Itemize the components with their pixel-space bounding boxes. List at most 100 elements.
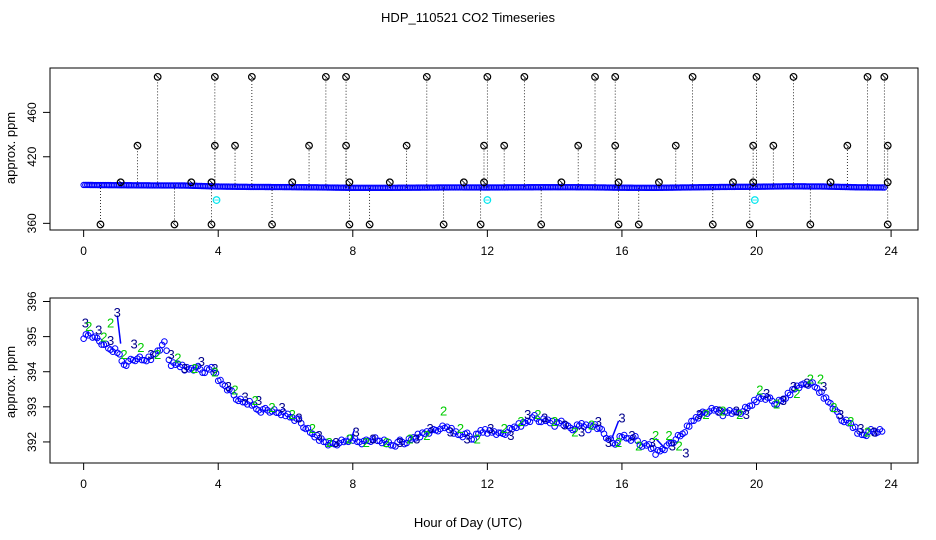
series-2-marker: 2 <box>847 414 854 429</box>
y-tick-label: 360 <box>25 213 39 233</box>
outlier-cross <box>484 74 490 80</box>
series-2-marker: 2 <box>457 421 464 436</box>
outlier-cross <box>885 179 891 185</box>
series-circle-point <box>676 432 684 440</box>
outlier-point <box>321 72 330 81</box>
x-tick-label: 16 <box>615 477 629 491</box>
series-circle-point <box>780 395 787 403</box>
outlier-cross <box>97 221 104 228</box>
series-3-marker: 3 <box>353 424 360 439</box>
series-3-marker: 3 <box>696 407 703 422</box>
series-3-marker: 3 <box>114 305 121 320</box>
outlier-cross <box>615 179 622 185</box>
outlier-cross <box>844 143 850 149</box>
series-2-marker: 2 <box>174 351 181 366</box>
series-3-marker: 3 <box>295 410 302 425</box>
series-circle-point <box>827 400 834 407</box>
series-3-marker: 3 <box>487 421 494 436</box>
series-2-marker: 2 <box>154 347 161 362</box>
outlier-point <box>729 178 737 187</box>
series-circle-point <box>208 363 215 371</box>
series-circle-point <box>174 360 182 367</box>
series-2-marker: 2 <box>501 421 508 436</box>
series-circle-point <box>771 400 778 408</box>
series-circle-point <box>284 410 292 418</box>
outlier-point <box>480 178 488 187</box>
outlier-cross <box>558 179 564 185</box>
outlier-cross <box>636 221 642 228</box>
series-circle-point <box>878 428 886 435</box>
series-circle-point <box>309 430 316 438</box>
series-3-marker: 3 <box>578 424 585 439</box>
outlier-cross <box>750 143 756 149</box>
series-circle-point <box>681 429 689 436</box>
series-3-marker: 3 <box>743 407 750 422</box>
series-circle-point <box>156 347 164 354</box>
series-2-marker: 2 <box>817 372 824 387</box>
outlier-cross <box>249 74 255 80</box>
outlier-cross <box>289 179 295 185</box>
flagged-point <box>750 196 759 204</box>
series-circle-point <box>578 420 585 427</box>
series-circle-point <box>421 430 428 437</box>
series-circle-point <box>333 441 341 449</box>
y-tick-label: 393 <box>25 396 39 416</box>
series-2-marker: 2 <box>346 431 353 446</box>
outlier-cross <box>441 221 447 228</box>
x-tick-label: 4 <box>215 244 222 258</box>
series-circle-point <box>270 406 278 413</box>
series-circle-point <box>576 422 583 429</box>
series-circle-point <box>448 424 455 432</box>
outlier-point <box>880 72 889 81</box>
series-gap-line <box>348 429 356 444</box>
outlier-point <box>480 141 488 150</box>
series-3-marker: 3 <box>130 337 137 352</box>
series-3-marker: 3 <box>820 379 827 394</box>
series-2-marker: 2 <box>289 407 296 422</box>
series-circle-point <box>522 419 529 427</box>
series-circle-point <box>470 436 478 443</box>
x-tick-label: 16 <box>615 244 629 258</box>
series-circle-point <box>757 395 765 402</box>
x-axis-label: Hour of Day (UTC) <box>414 515 522 530</box>
series-2-marker: 2 <box>120 347 127 362</box>
outlier-point <box>574 141 583 150</box>
outlier-point <box>752 72 761 81</box>
series-circle-point <box>212 369 220 377</box>
series-circle-point <box>764 394 772 401</box>
outlier-cross <box>790 74 797 80</box>
series-2-marker: 2 <box>756 382 763 397</box>
outlier-cross <box>232 143 238 149</box>
x-tick-label: 8 <box>349 477 356 491</box>
series-circle-point <box>842 416 850 424</box>
series-3-marker: 3 <box>167 347 174 362</box>
outlier-cross <box>881 74 887 80</box>
outlier-cross <box>612 143 618 149</box>
series-circle-point <box>748 402 756 409</box>
series-2-marker: 2 <box>793 386 800 401</box>
series-circle-point <box>845 419 852 427</box>
series-2-marker: 2 <box>807 372 814 387</box>
flagged-point <box>483 196 492 204</box>
series-2-marker: 2 <box>326 435 333 450</box>
outlier-point <box>483 72 492 81</box>
series-circle-point <box>452 428 460 435</box>
series-circle-point <box>293 415 301 422</box>
x-tick-label: 12 <box>481 244 495 258</box>
series-circle-point <box>531 411 538 419</box>
outlier-cross <box>208 179 215 185</box>
series-circle-point <box>724 409 731 416</box>
outlier-point <box>365 220 374 229</box>
series-3-marker: 3 <box>716 403 723 418</box>
series-2-marker: 2 <box>474 431 481 446</box>
series-3-marker: 3 <box>780 393 787 408</box>
series-3-marker: 3 <box>95 323 102 338</box>
series-circle-point <box>703 410 711 417</box>
series-circle-point <box>726 407 733 414</box>
outlier-cross <box>730 179 736 185</box>
series-2-marker: 2 <box>719 403 726 418</box>
outlier-point <box>769 141 778 150</box>
series-circle-point <box>116 350 123 358</box>
series-circle-point <box>737 410 745 417</box>
series-2-marker: 2 <box>383 435 390 450</box>
